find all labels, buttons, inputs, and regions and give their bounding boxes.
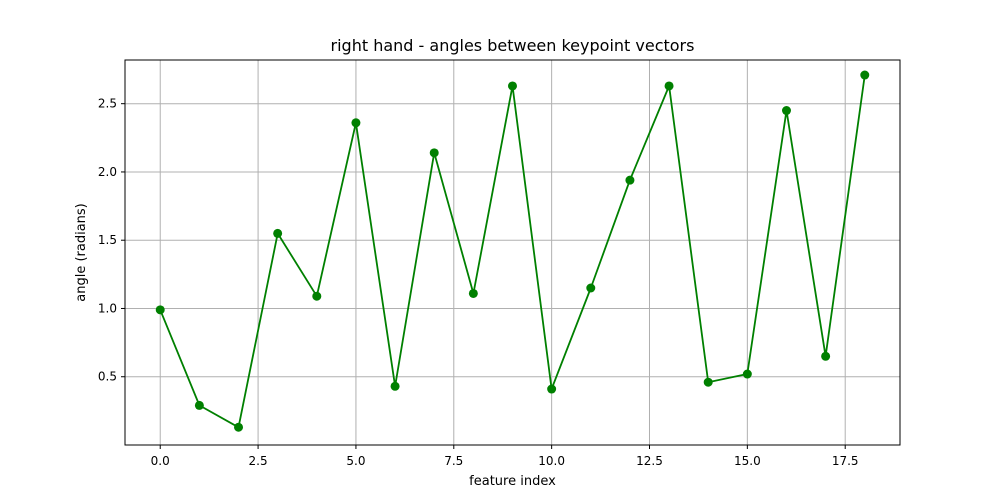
series-layer [155, 70, 870, 432]
data-point [390, 381, 400, 391]
data-point [429, 148, 439, 158]
data-point [351, 118, 361, 128]
y-tick-label: 2.5 [98, 97, 117, 111]
data-point [781, 106, 791, 116]
y-tick-label: 2.0 [98, 165, 117, 179]
data-point [625, 175, 635, 185]
y-axis-label: angle (radians) [74, 203, 89, 302]
data-point [312, 291, 322, 301]
data-point [194, 400, 204, 410]
data-point [742, 369, 752, 379]
x-tick-label: 0.0 [151, 454, 170, 468]
grid [125, 60, 900, 445]
data-point [234, 422, 244, 432]
data-point [703, 377, 713, 387]
x-tick-label: 10.0 [538, 454, 565, 468]
plot-frame [124, 59, 901, 446]
y-tick-label: 0.5 [98, 370, 117, 384]
data-point [586, 283, 596, 293]
chart-title: right hand - angles between keypoint vec… [331, 36, 695, 55]
x-axis-label: feature index [469, 474, 556, 489]
x-tick-label: 7.5 [444, 454, 463, 468]
data-point [508, 81, 517, 91]
y-tick-label: 1.5 [98, 233, 117, 247]
data-point [821, 351, 831, 361]
data-point [860, 70, 870, 80]
data-point [155, 305, 165, 315]
x-tick-label: 5.0 [346, 454, 365, 468]
x-tick-label: 2.5 [249, 454, 268, 468]
x-tick-label: 17.5 [832, 454, 859, 468]
x-tick-label: 15.0 [734, 454, 761, 468]
y-axis-ticks: 0.5 1.0 1.5 2.0 2.5 [98, 97, 125, 384]
data-point [468, 288, 478, 298]
x-tick-label: 12.5 [636, 454, 663, 468]
y-tick-label: 1.0 [98, 301, 117, 315]
data-point [273, 228, 283, 238]
x-axis-ticks: 0.0 2.5 5.0 7.5 10.0 12.5 15.0 17.5 [151, 445, 859, 468]
data-point [664, 81, 674, 91]
data-point [547, 384, 557, 394]
